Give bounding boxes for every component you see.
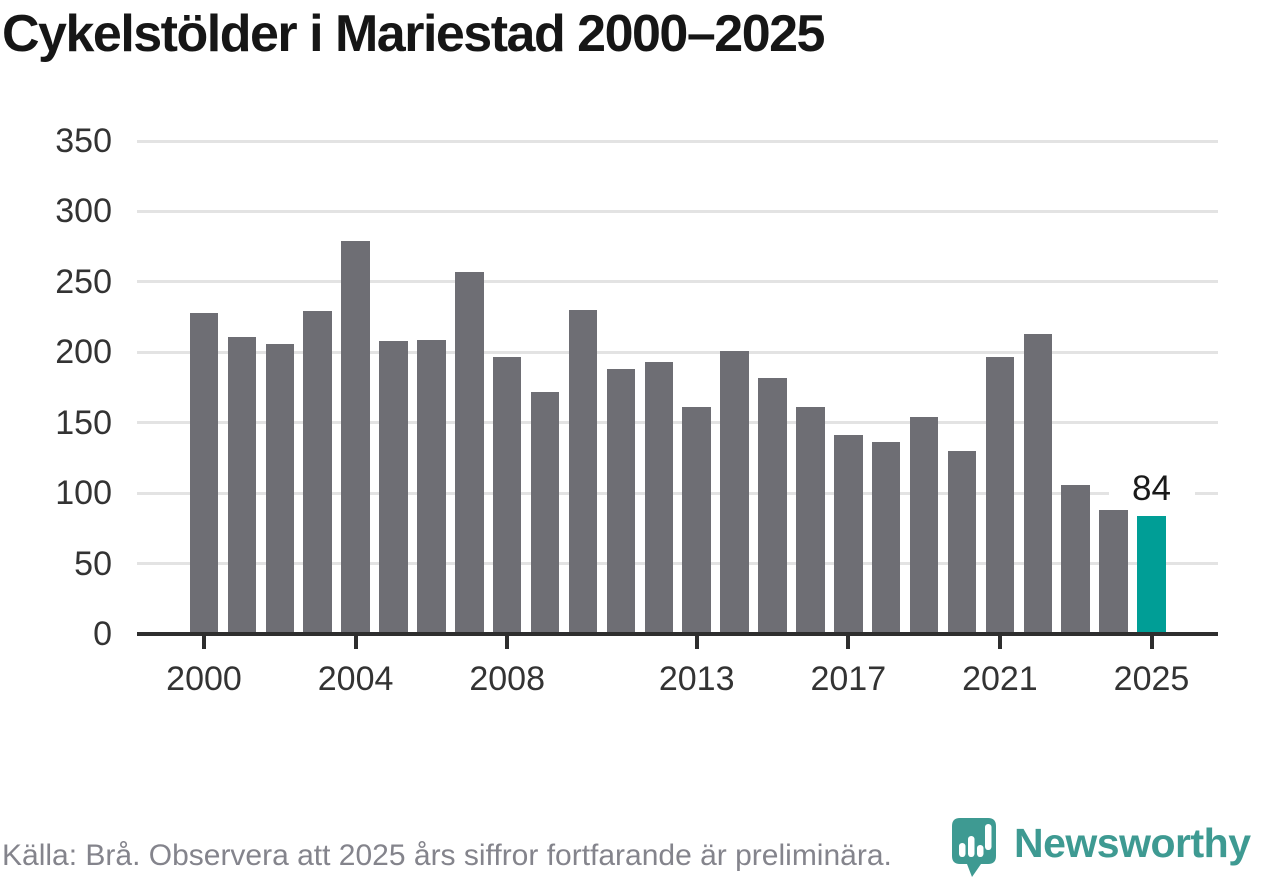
y-axis-label-100: 100 [55, 474, 112, 513]
y-axis-label-50: 50 [74, 544, 112, 583]
highlight-value-label: 84 [1108, 468, 1195, 510]
bar-2010 [568, 310, 598, 634]
gridline-250 [137, 280, 1218, 284]
bar-2015 [758, 377, 787, 634]
bar-2001 [227, 336, 257, 634]
x-axis-label-2013: 2013 [658, 660, 735, 698]
x-axis-line [137, 632, 1218, 636]
bar-2014 [720, 350, 749, 634]
x-axis-label-2008: 2008 [469, 660, 545, 698]
x-tick-2025 [1149, 636, 1154, 649]
bar-2012 [644, 362, 674, 634]
x-tick-2008 [505, 636, 510, 649]
gridline-150 [137, 421, 1218, 425]
bar-2017 [834, 435, 863, 634]
y-axis-label-200: 200 [55, 333, 112, 372]
y-axis-label-300: 300 [55, 192, 112, 231]
bar-2024 [1099, 510, 1128, 634]
bar-2018 [871, 442, 901, 634]
newsworthy-wordmark: Newsworthy [1014, 820, 1251, 866]
gridline-50 [137, 562, 1218, 566]
x-tick-2013 [694, 636, 699, 649]
x-tick-2021 [997, 636, 1002, 649]
bar-2023 [1061, 484, 1090, 634]
bar-2021 [985, 356, 1015, 634]
bar-2025 [1137, 515, 1166, 634]
x-axis-label-2000: 2000 [166, 660, 242, 698]
bar-2005 [379, 341, 408, 634]
x-axis-label-2004: 2004 [317, 660, 394, 698]
bar-2006 [417, 339, 446, 634]
gridline-100 [137, 491, 1218, 495]
bar-2022 [1023, 333, 1053, 634]
x-axis-label-2021: 2021 [962, 660, 1038, 698]
gridline-200 [137, 350, 1218, 354]
y-axis-label-350: 350 [55, 122, 112, 160]
chart-title: Cykelstölder i Mariestad 2000–2025 [2, 5, 825, 63]
gridline-300 [137, 209, 1218, 213]
y-axis-label-250: 250 [55, 262, 112, 301]
x-tick-2000 [202, 636, 206, 649]
bar-2002 [265, 343, 295, 634]
bar-2020 [947, 450, 977, 634]
x-tick-2017 [846, 636, 851, 649]
bar-2013 [682, 407, 711, 634]
bar-2004 [341, 241, 370, 634]
source-note: Källa: Brå. Observera att 2025 års siffr… [2, 839, 892, 872]
gridline-350 [137, 139, 1218, 143]
bar-2019 [909, 417, 939, 634]
x-axis-label-2025: 2025 [1113, 660, 1190, 698]
bar-2003 [303, 311, 332, 634]
x-axis-label-2017: 2017 [810, 660, 887, 698]
bar-2007 [455, 271, 484, 634]
x-tick-2004 [353, 636, 358, 649]
bar-2000 [189, 312, 219, 634]
y-axis-label-0: 0 [93, 615, 112, 653]
bar-2011 [606, 369, 636, 634]
bar-chart-pin-icon [952, 818, 996, 877]
bar-2009 [530, 391, 560, 634]
bar-2008 [492, 356, 522, 634]
bar-2016 [796, 407, 825, 634]
y-axis-label-150: 150 [55, 403, 112, 442]
